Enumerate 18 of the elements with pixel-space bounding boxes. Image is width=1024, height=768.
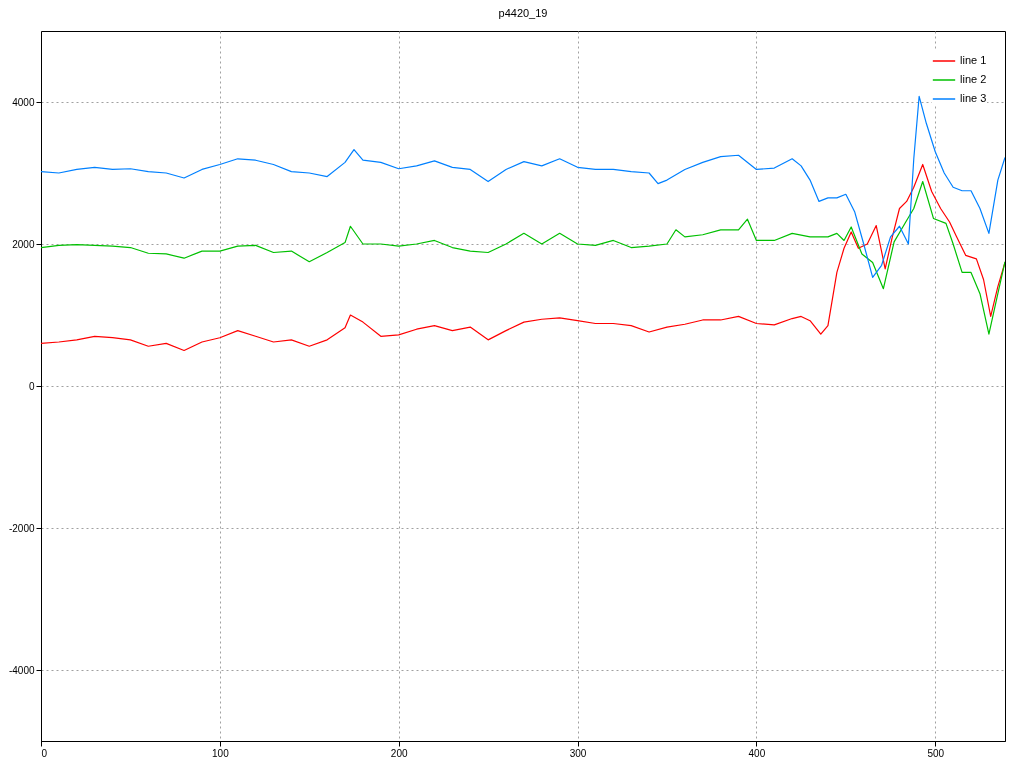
x-tick-label: 300 bbox=[569, 747, 587, 759]
line-series bbox=[41, 163, 1005, 352]
legend-label: line 2 bbox=[960, 73, 987, 85]
x-tick-label: 0 bbox=[41, 747, 48, 759]
line-series bbox=[41, 95, 1005, 278]
legend-label: line 3 bbox=[960, 92, 987, 104]
y-tick-label: -2000 bbox=[8, 522, 35, 534]
chart-title: p4420_19 bbox=[498, 7, 548, 19]
x-tick-label: 100 bbox=[212, 747, 230, 759]
x-tick-label: 500 bbox=[927, 747, 945, 759]
x-tick-label: 200 bbox=[390, 747, 408, 759]
legend-label: line 1 bbox=[960, 54, 987, 66]
y-tick-label: 4000 bbox=[12, 96, 35, 108]
y-tick-label: -4000 bbox=[8, 664, 35, 676]
y-tick-label: 0 bbox=[28, 380, 35, 392]
y-tick-label: 2000 bbox=[12, 238, 35, 250]
line-series bbox=[41, 180, 1005, 335]
x-tick-label: 400 bbox=[748, 747, 766, 759]
